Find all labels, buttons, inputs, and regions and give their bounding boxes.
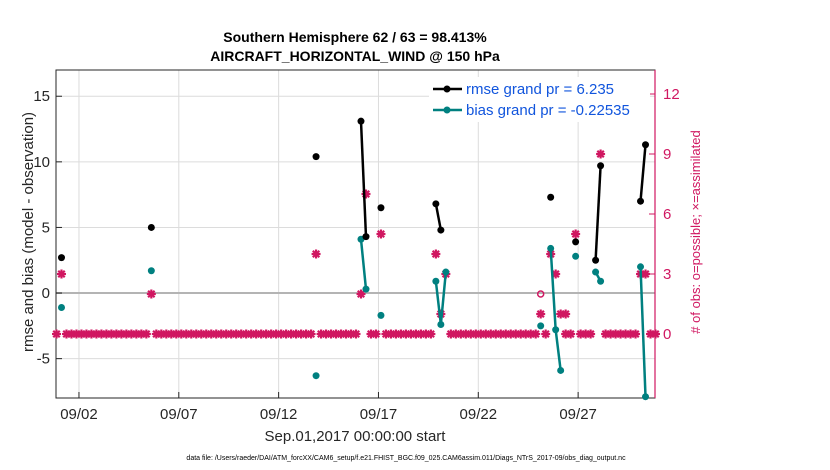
obs-assimilated-point-d2 <box>561 309 570 319</box>
zero-obs-markers <box>51 329 660 339</box>
bias-point <box>432 277 440 285</box>
y-right-tick-label: 9 <box>663 146 671 163</box>
rmse-point <box>312 153 320 161</box>
bias-point <box>437 321 445 329</box>
y-left-tick-label: 15 <box>33 88 50 105</box>
x-tick-label: 09/27 <box>559 406 597 423</box>
bias-point <box>552 326 560 334</box>
y-axis-right: 0 3 6 9 12 <box>649 70 680 398</box>
rmse-line-segment <box>639 144 647 202</box>
bias-point <box>637 263 645 271</box>
obs-zero-marker-d2 <box>307 329 316 339</box>
obs-assimilated-point-d2 <box>312 249 321 259</box>
obs-zero-marker-d2 <box>541 329 550 339</box>
obs-zero-marker-d2 <box>351 329 361 339</box>
obs-assimilated-point-d2 <box>356 289 366 299</box>
rmse-point <box>572 238 580 246</box>
obs-assimilated-point-d2 <box>376 229 385 239</box>
obs-assimilated-point-d2 <box>536 309 545 319</box>
rmse-line-segment <box>594 165 602 261</box>
bias-line-segment <box>359 239 368 290</box>
rmse-point <box>357 117 365 125</box>
x-tick-label: 09/02 <box>60 406 98 423</box>
rmse-point <box>592 256 600 264</box>
y-right-tick-label: 0 <box>663 326 671 343</box>
bias-point <box>572 252 580 260</box>
bias-point <box>362 285 370 293</box>
legend-box <box>429 77 650 122</box>
obs-zero-marker-d2 <box>371 329 380 339</box>
obs-assimilated-point-d2 <box>431 249 440 259</box>
bias-point <box>642 393 650 401</box>
obs-zero-marker-d2 <box>586 329 595 339</box>
y-axis-left: -5 0 5 10 15 <box>33 88 62 368</box>
y-axis-right-label: # of obs: o=possible; ×=assimilated <box>688 130 703 333</box>
x-tick-label: 09/12 <box>260 406 298 423</box>
rmse-line-segment <box>359 121 368 237</box>
obs-assimilated-point-d2 <box>57 269 66 279</box>
x-tick-label: 09/22 <box>460 406 498 423</box>
y-right-tick-label: 6 <box>663 206 671 223</box>
obs-zero-marker-d2 <box>52 329 61 339</box>
bias-point <box>537 322 545 330</box>
rmse-point <box>362 233 370 241</box>
legend-bias-label: bias grand pr = -0.22535 <box>466 102 630 119</box>
bias-point <box>547 244 555 252</box>
bias-point <box>312 372 320 380</box>
rmse-point <box>597 162 605 170</box>
y-left-tick-label: 5 <box>42 219 50 236</box>
data-file-footnote: data file: /Users/raeder/DAI/ATM_forcXX/… <box>186 455 626 462</box>
obs-zero-marker-d2 <box>531 329 540 339</box>
obs-zero-marker-d2 <box>142 329 151 339</box>
y-left-tick-label: 10 <box>33 154 50 171</box>
rmse-series <box>57 117 650 264</box>
obs-possible-series <box>536 290 545 298</box>
obs-zero-marker-d2 <box>426 329 435 339</box>
obs-zero-marker-d2 <box>566 329 575 339</box>
obs-assimilated-point-d2 <box>147 289 156 299</box>
bias-point <box>442 268 450 276</box>
obs-assimilated-point-d2 <box>641 269 650 279</box>
y-left-tick-label: 0 <box>42 285 50 302</box>
legend-rmse-label: rmse grand pr = 6.235 <box>466 81 614 98</box>
rmse-point <box>547 193 555 201</box>
bias-point <box>592 268 600 276</box>
x-tick-label: 09/17 <box>360 406 398 423</box>
bias-point <box>147 267 155 275</box>
obs-assimilated-point-d2 <box>596 149 605 159</box>
rmse-point <box>57 254 65 262</box>
rmse-point <box>437 226 445 234</box>
rmse-point <box>377 204 385 212</box>
obs-zero-marker-d2 <box>651 329 660 339</box>
bias-point <box>57 303 65 311</box>
x-axis-label: Sep.01,2017 00:00:00 start <box>265 428 447 445</box>
bias-point <box>377 311 385 319</box>
bias-point <box>597 277 605 285</box>
series-layer <box>51 117 660 401</box>
rmse-point <box>642 141 650 149</box>
x-tick-label: 09/07 <box>160 406 198 423</box>
obs-zero-marker-d2 <box>631 329 640 339</box>
bias-line-segment <box>639 266 647 397</box>
obs-possible-point <box>536 290 545 298</box>
rmse-point <box>637 197 645 205</box>
legend: rmse grand pr = 6.235 bias grand pr = -0… <box>429 77 650 122</box>
rmse-line-segment <box>434 203 443 231</box>
bias-point <box>557 366 565 374</box>
y-right-tick-label: 3 <box>663 266 671 283</box>
y-left-tick-label: -5 <box>37 351 50 368</box>
legend-bias-marker <box>443 106 451 114</box>
y-right-tick-label: 12 <box>663 86 680 103</box>
obs-assimilated-point-d2 <box>571 229 580 239</box>
x-axis: 09/02 09/07 09/12 09/17 09/22 09/27 <box>60 392 597 423</box>
rmse-point <box>147 223 155 231</box>
y-axis-left-label: rmse and bias (model - observation) <box>20 112 37 352</box>
rmse-point <box>432 200 440 208</box>
chart-title-line1: Southern Hemisphere 62 / 63 = 98.413% <box>223 29 487 45</box>
bias-series <box>57 235 650 401</box>
legend-rmse-marker <box>443 85 451 93</box>
chart-title-line2: AIRCRAFT_HORIZONTAL_WIND @ 150 hPa <box>210 48 500 64</box>
